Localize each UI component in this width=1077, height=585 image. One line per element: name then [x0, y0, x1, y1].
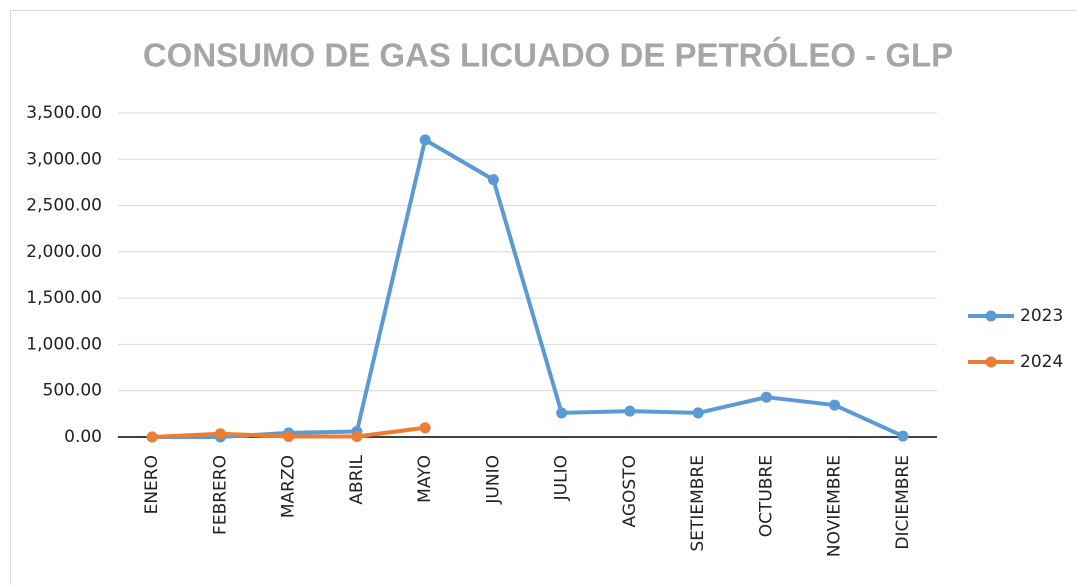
y-tick-label: 0.00 — [64, 427, 102, 447]
y-tick-label: 1,000.00 — [26, 334, 102, 354]
y-tick-label: 500.00 — [43, 381, 102, 401]
x-tick-label: NOVIEMBRE — [825, 455, 845, 557]
x-tick-label: MAYO — [415, 455, 435, 503]
legend-label: 2023 — [1020, 306, 1063, 326]
data-point — [829, 399, 841, 411]
data-point — [897, 430, 909, 442]
data-point — [283, 431, 295, 443]
y-tick-label: 2,500.00 — [26, 196, 102, 216]
data-point — [351, 431, 363, 443]
x-tick-label: ABRIL — [347, 454, 367, 504]
x-tick-label: JULIO — [552, 455, 572, 501]
y-tick-label: 3,500.00 — [26, 103, 102, 123]
legend-marker — [985, 356, 997, 368]
x-tick-label: AGOSTO — [620, 455, 640, 527]
x-tick-label: ENERO — [142, 455, 162, 514]
y-tick-label: 1,500.00 — [26, 288, 102, 308]
series-line — [152, 137, 904, 439]
data-point — [624, 405, 636, 417]
data-point — [419, 134, 431, 146]
y-tick-label: 2,000.00 — [26, 242, 102, 262]
chart-title: CONSUMO DE GAS LICUADO DE PETRÓLEO - GLP — [143, 37, 953, 74]
x-tick-label: DICIEMBRE — [893, 455, 913, 550]
x-tick-label: OCTUBRE — [756, 455, 776, 537]
x-tick-label: FEBRERO — [210, 455, 230, 535]
y-tick-label: 3,000.00 — [26, 149, 102, 169]
x-tick-label: SETIEMBRE — [688, 455, 708, 552]
x-tick-label: JUNIO — [483, 455, 503, 505]
legend-label: 2024 — [1020, 352, 1063, 372]
data-point — [146, 431, 158, 443]
legend-marker — [985, 310, 997, 322]
data-point — [419, 422, 431, 434]
data-point — [556, 407, 568, 419]
data-point — [487, 174, 499, 186]
data-point — [214, 428, 226, 440]
data-point — [692, 407, 704, 419]
data-point — [760, 391, 772, 403]
x-tick-label: MARZO — [279, 455, 299, 518]
